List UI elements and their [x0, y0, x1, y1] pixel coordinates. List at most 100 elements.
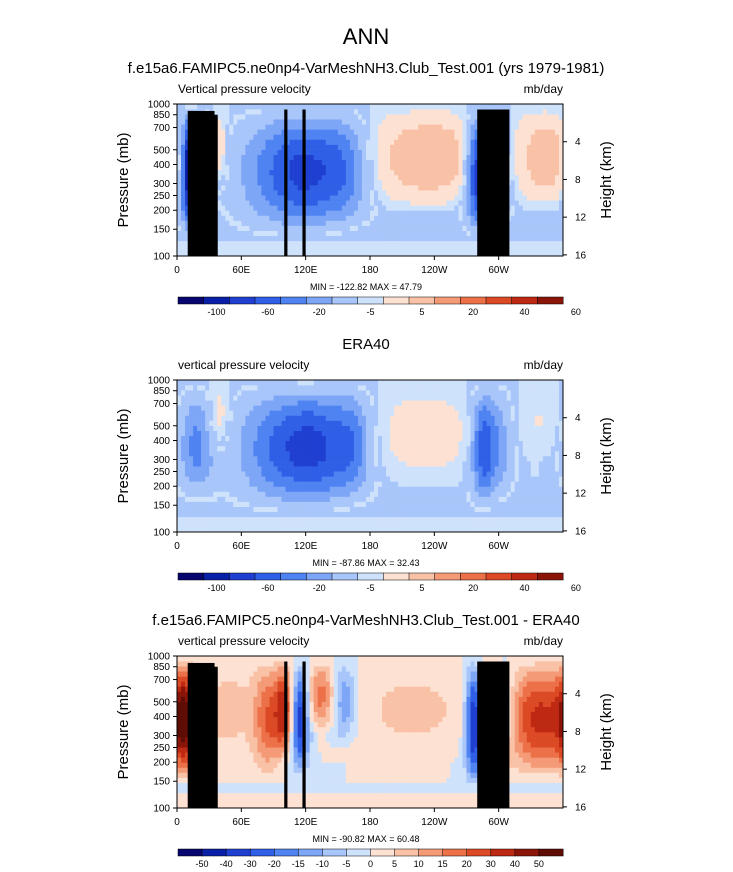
field-cell	[514, 230, 520, 237]
field-cell	[462, 164, 467, 171]
field-cell	[213, 435, 218, 442]
field-cell	[442, 400, 447, 406]
field-cell	[281, 466, 286, 472]
field-cell	[341, 385, 347, 391]
field-cell	[414, 220, 419, 226]
field-cell	[249, 496, 254, 502]
field-cell	[370, 410, 375, 416]
field-cell	[285, 445, 290, 452]
field-cell	[209, 511, 214, 518]
field-cell	[293, 450, 298, 457]
field-cell	[538, 109, 544, 115]
field-cell	[261, 445, 266, 452]
field-cell	[365, 230, 371, 237]
field-cell	[361, 245, 367, 252]
field-cell	[422, 109, 427, 115]
field-cell	[257, 114, 262, 120]
field-cell	[325, 169, 331, 176]
field-cell	[257, 250, 262, 257]
ytick-label: 100	[153, 252, 170, 263]
field-cell	[277, 405, 282, 411]
field-cell	[241, 195, 246, 201]
field-cell	[418, 415, 423, 421]
field-cell	[245, 425, 250, 431]
field-cell	[426, 511, 431, 518]
field-cell	[217, 516, 222, 523]
field-cell	[370, 481, 375, 487]
field-cell	[253, 471, 258, 477]
field-cell	[285, 450, 290, 457]
field-cell	[446, 215, 451, 221]
field-cell	[205, 395, 210, 401]
field-cell	[426, 471, 431, 477]
field-cell	[205, 104, 210, 110]
field-cell	[374, 486, 379, 492]
field-cell	[434, 435, 439, 442]
field-cell	[205, 506, 210, 513]
field-cell	[374, 169, 379, 176]
field-cell	[438, 134, 443, 140]
field-cell	[289, 139, 294, 145]
field-cell	[426, 185, 431, 191]
field-cell	[329, 471, 335, 477]
field-cell	[309, 104, 315, 110]
field-cell	[281, 450, 286, 457]
field-cell	[426, 144, 431, 150]
field-cell	[253, 134, 258, 140]
colorbar-label: 5	[419, 307, 424, 317]
field-cell	[470, 114, 475, 120]
field-cell	[558, 180, 564, 186]
field-cell	[422, 215, 427, 221]
field-cell	[458, 104, 463, 110]
field-cell	[269, 220, 274, 226]
field-cell	[209, 496, 214, 502]
field-cell	[329, 410, 335, 416]
field-cell	[233, 481, 238, 487]
field-cell	[305, 124, 310, 130]
field-cell	[273, 180, 278, 186]
field-cell	[289, 245, 294, 252]
field-cell	[253, 190, 258, 196]
field-cell	[249, 129, 254, 135]
field-cell	[454, 190, 459, 196]
field-cell	[265, 174, 270, 181]
field-cell	[337, 235, 343, 242]
field-cell	[253, 380, 258, 386]
field-cell	[518, 129, 524, 135]
field-cell	[470, 124, 475, 130]
field-cell	[370, 461, 375, 467]
field-cell	[181, 445, 186, 452]
field-cell	[353, 185, 359, 191]
field-cell	[406, 395, 411, 401]
field-cell	[466, 134, 471, 140]
field-cell	[550, 205, 556, 211]
field-cell	[349, 450, 355, 457]
field-cell	[357, 154, 363, 161]
field-cell	[402, 486, 407, 492]
field-cell	[370, 139, 375, 145]
field-cell	[285, 149, 290, 155]
field-cell	[466, 169, 471, 176]
field-cell	[402, 190, 407, 196]
field-cell	[442, 200, 447, 206]
field-cell	[245, 410, 250, 416]
field-cell	[526, 215, 532, 221]
field-cell	[205, 425, 210, 431]
field-cell	[378, 486, 383, 492]
panel-2-title: ERA40	[342, 336, 390, 353]
field-cell	[386, 400, 391, 406]
field-cell	[277, 425, 282, 431]
field-cell	[277, 154, 282, 161]
field-cell	[422, 174, 427, 181]
field-cell	[269, 114, 274, 120]
field-cell	[269, 481, 274, 487]
field-cell	[305, 154, 310, 161]
field-cell	[470, 154, 475, 161]
field-cell	[313, 450, 319, 457]
field-cell	[462, 154, 467, 161]
field-cell	[361, 400, 367, 406]
field-cell	[221, 169, 226, 176]
field-cell	[277, 210, 282, 216]
field-cell	[458, 190, 463, 196]
field-cell	[434, 526, 439, 533]
